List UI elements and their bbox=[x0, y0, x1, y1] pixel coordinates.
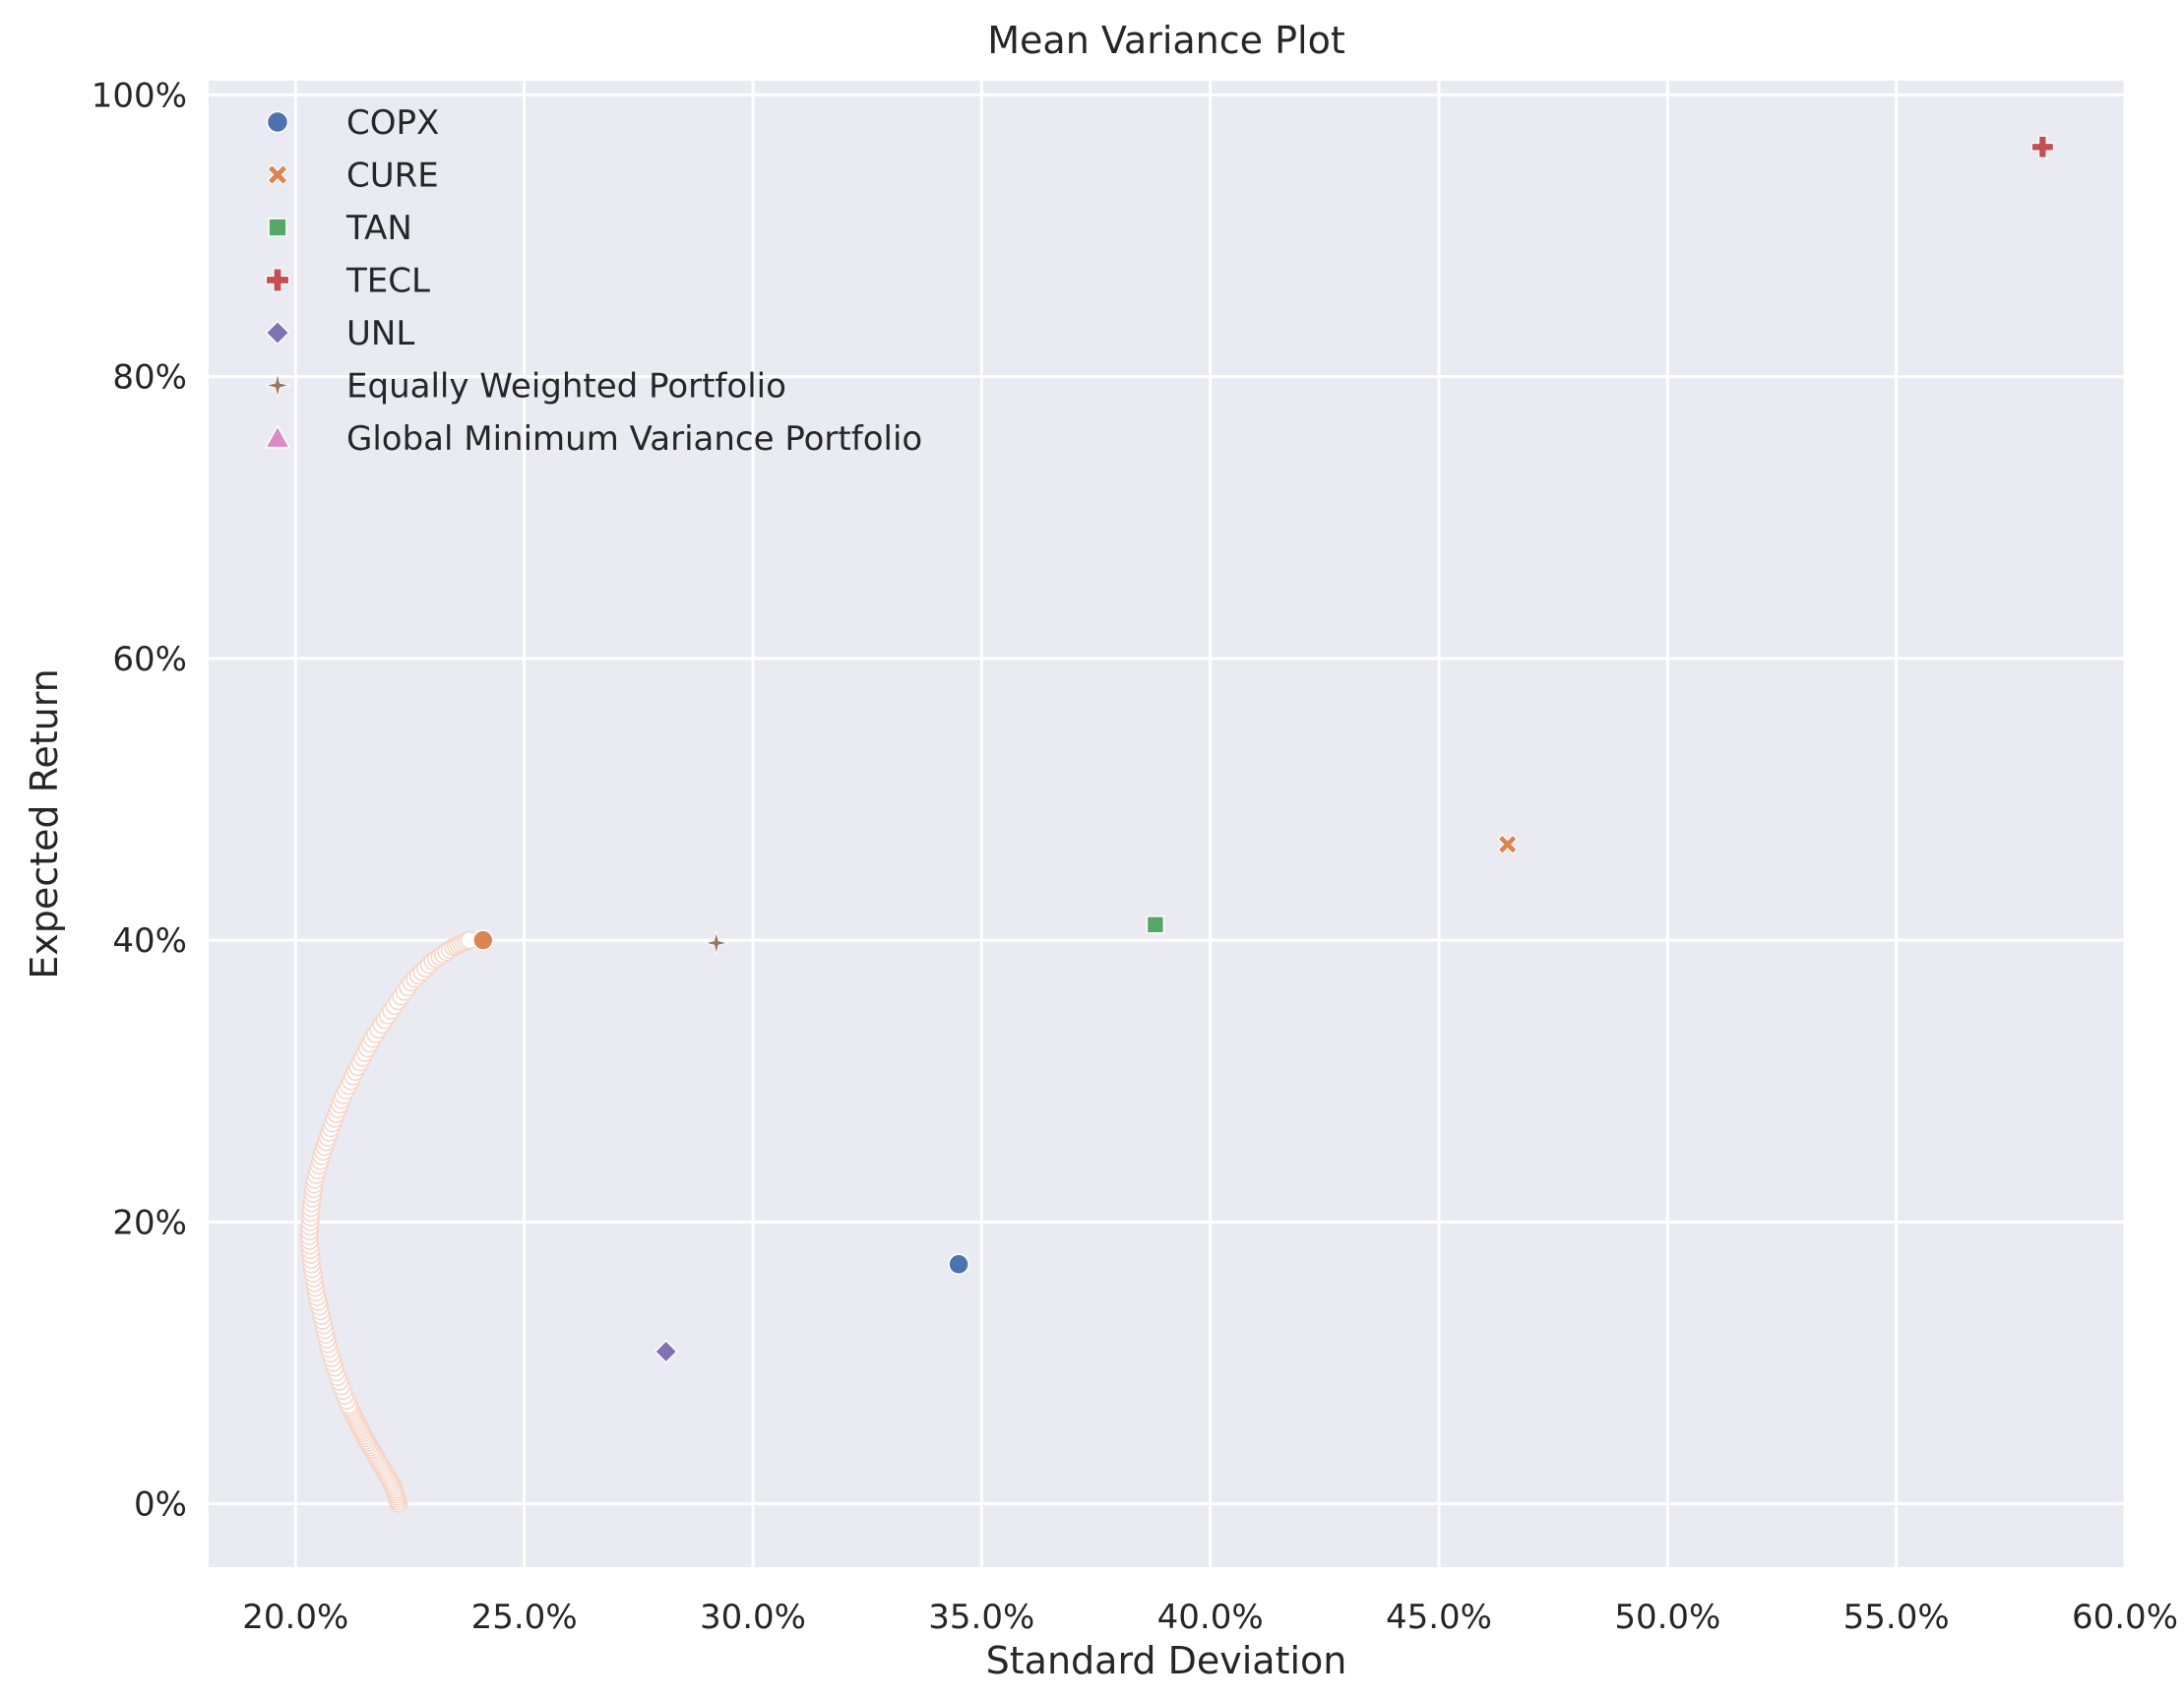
efficient-frontier bbox=[299, 929, 494, 1513]
legend-marker-unl bbox=[265, 320, 290, 346]
x-tick-label-8: 60.0% bbox=[2072, 1598, 2178, 1637]
legend-label-unl: UNL bbox=[346, 314, 414, 353]
legend: COPX CURE TAN TECL UNL Equally Weighted Portf… bbox=[264, 103, 922, 459]
point-equally-weighted-portfolio bbox=[705, 931, 728, 955]
y-tick-label-2: 40% bbox=[112, 921, 187, 961]
legend-label-cure: CURE bbox=[346, 157, 439, 196]
grid-lines bbox=[209, 81, 2127, 1567]
x-tick-label-0: 20.0% bbox=[242, 1598, 348, 1637]
legend-label-global-minimum-variance-portfolio: Global Minimum Variance Portfolio bbox=[346, 419, 922, 459]
legend-marker-equally-weighted-portfolio bbox=[265, 373, 290, 398]
x-tick-label-5: 45.0% bbox=[1386, 1598, 1492, 1637]
chart-title: Mean Variance Plot bbox=[987, 19, 1344, 62]
legend-label-tan: TAN bbox=[345, 209, 412, 248]
x-tick-label-1: 25.0% bbox=[471, 1598, 578, 1637]
x-tick-label-6: 50.0% bbox=[1614, 1598, 1720, 1637]
point-unl bbox=[654, 1339, 678, 1364]
legend-marker-cure bbox=[267, 163, 288, 186]
point-cure bbox=[1497, 834, 1519, 855]
legend-label-copx: COPX bbox=[346, 103, 439, 143]
legend-marker-global-minimum-variance-portfolio bbox=[264, 424, 291, 449]
y-axis-label: Expected Return bbox=[23, 668, 66, 978]
plot-area bbox=[209, 81, 2125, 1567]
x-tick-label-7: 55.0% bbox=[1843, 1598, 1950, 1637]
y-tick-label-4: 80% bbox=[112, 358, 187, 398]
legend-label-tecl: TECL bbox=[345, 262, 430, 301]
x-tick-label-4: 40.0% bbox=[1157, 1598, 1264, 1637]
frontier-end-point bbox=[472, 929, 494, 951]
point-tecl bbox=[2030, 135, 2054, 158]
legend-marker-copx bbox=[266, 110, 289, 134]
y-tick-label-3: 60% bbox=[112, 640, 187, 679]
legend-label-equally-weighted-portfolio: Equally Weighted Portfolio bbox=[346, 367, 786, 407]
y-tick-label-1: 20% bbox=[112, 1203, 187, 1242]
x-axis-ticks: 20.0% 25.0% 30.0% 35.0% 40.0% 45.0% 50.0% 55.0%… bbox=[242, 1598, 2178, 1637]
point-tan bbox=[1146, 915, 1165, 934]
x-axis-label: Standard Deviation bbox=[986, 1639, 1347, 1682]
legend-marker-tecl bbox=[265, 268, 290, 292]
point-copx bbox=[948, 1253, 969, 1276]
y-tick-label-5: 100% bbox=[92, 76, 187, 115]
asset-points bbox=[654, 135, 2054, 1364]
x-tick-label-2: 30.0% bbox=[700, 1598, 806, 1637]
y-axis-ticks: 0% 20% 40% 60% 80% 100% bbox=[92, 76, 187, 1524]
legend-marker-tan bbox=[268, 218, 287, 237]
x-tick-label-3: 35.0% bbox=[928, 1598, 1034, 1637]
y-tick-label-0: 0% bbox=[134, 1485, 187, 1525]
